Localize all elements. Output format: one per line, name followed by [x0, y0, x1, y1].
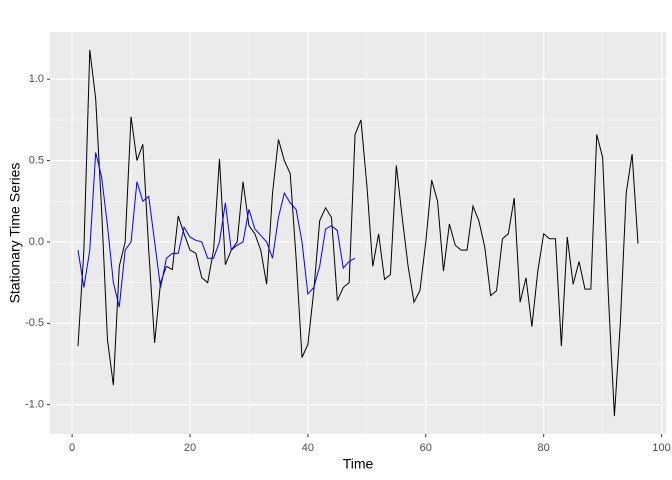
x-tick-label: 80: [538, 442, 550, 454]
x-tick-label: 40: [302, 442, 314, 454]
y-tick-label: 0.0: [29, 236, 44, 248]
series-line: [77, 49, 639, 417]
y-tick-label: 0.5: [29, 154, 44, 166]
y-tick-label: -1.0: [25, 399, 44, 411]
x-tick-label: 0: [69, 442, 75, 454]
y-tick-label: 1.0: [29, 73, 44, 85]
series-line: [77, 152, 356, 308]
x-tick-label: 60: [420, 442, 432, 454]
y-tick-label: -0.5: [25, 317, 44, 329]
x-tick-label: 20: [184, 442, 196, 454]
panel: [50, 32, 666, 434]
y-axis-title: Stationary Time Series: [7, 163, 23, 304]
x-axis-title: Time: [343, 456, 374, 472]
x-tick-label: 100: [652, 442, 670, 454]
